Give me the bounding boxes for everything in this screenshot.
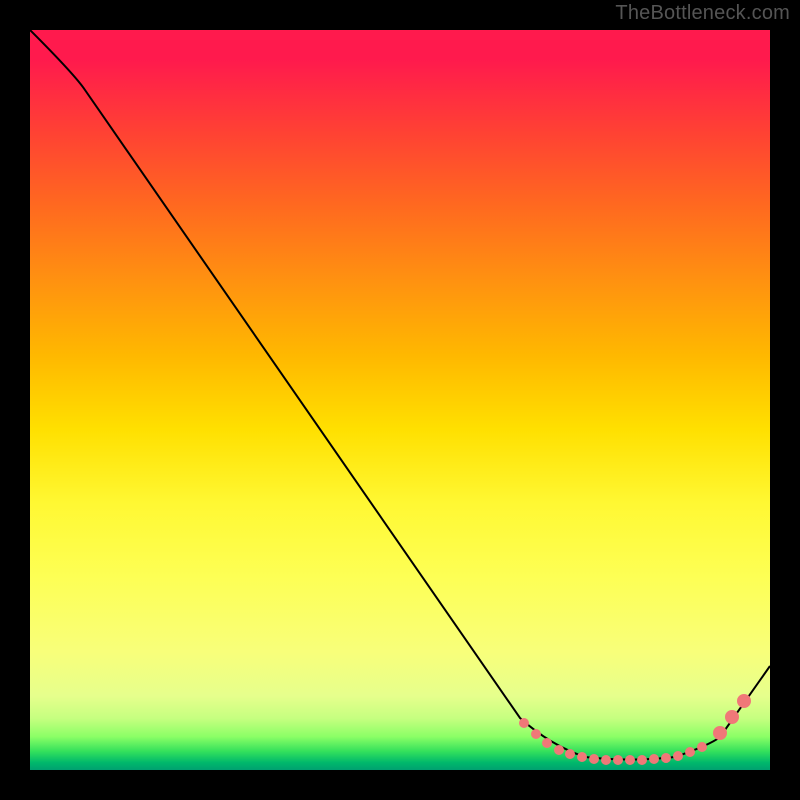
marker-dot xyxy=(578,753,587,762)
marker-dot xyxy=(566,750,575,759)
curve-layer xyxy=(30,30,770,770)
marker-dot xyxy=(614,756,623,765)
marker-dot xyxy=(738,695,751,708)
marker-dot xyxy=(590,755,599,764)
marker-group xyxy=(520,695,751,765)
marker-dot xyxy=(650,755,659,764)
marker-dot xyxy=(698,743,707,752)
marker-dot xyxy=(662,754,671,763)
marker-dot xyxy=(543,739,552,748)
marker-dot xyxy=(520,719,529,728)
marker-dot xyxy=(555,746,564,755)
bottleneck-curve xyxy=(30,30,770,760)
marker-dot xyxy=(602,756,611,765)
marker-dot xyxy=(626,756,635,765)
attribution-text: TheBottleneck.com xyxy=(615,2,790,25)
marker-dot xyxy=(638,756,647,765)
marker-dot xyxy=(532,730,541,739)
marker-dot xyxy=(674,752,683,761)
marker-dot xyxy=(686,748,695,757)
marker-dot xyxy=(726,711,739,724)
marker-dot xyxy=(714,727,727,740)
plot-area xyxy=(30,30,770,770)
